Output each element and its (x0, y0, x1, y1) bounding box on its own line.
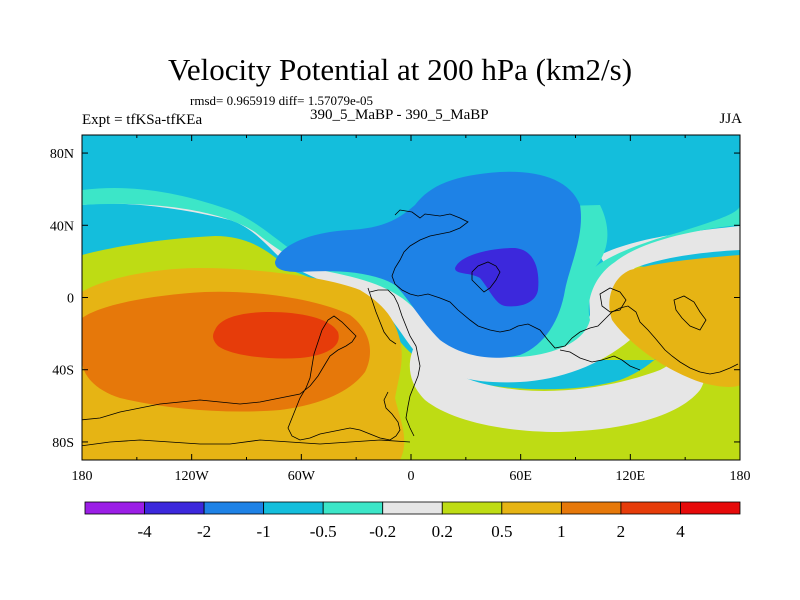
rmsd-diff-stats: rmsd= 0.965919 diff= 1.57079e-05 (190, 93, 374, 108)
x-tick-label: 180 (730, 469, 751, 484)
field-band-05-1-east (609, 255, 740, 387)
field-band-2-4 (213, 312, 339, 359)
colorbar-swatch (680, 501, 741, 515)
outline-indo (559, 349, 641, 371)
field-band-neg4-neg2 (455, 248, 539, 307)
colorbar-swatch (144, 501, 205, 515)
outline-north-africa-west (367, 287, 397, 345)
colorbar-label: 2 (617, 522, 626, 541)
season-label: JJA (719, 111, 742, 127)
experiment-label: Expt = tfKSa-tfKEa (82, 112, 203, 128)
outline-southern (82, 439, 411, 447)
colorbar-label: -4 (137, 522, 152, 541)
colorbar-label: -2 (197, 522, 211, 541)
x-tick-label: 120W (175, 469, 210, 484)
colorbar-swatch (203, 501, 265, 515)
field-band-neg02-02-east (600, 226, 740, 272)
colorbar-swatch (84, 501, 145, 515)
chart-title: Velocity Potential at 200 hPa (km2/s) (167, 52, 633, 87)
colorbar-swatch (263, 501, 324, 515)
field-band-neg02-02-south (409, 300, 707, 432)
x-tick-label: 60W (288, 469, 316, 484)
colorbar-label: -0.2 (369, 522, 396, 541)
colorbar-label: 1 (557, 522, 566, 541)
case-comparison-label: 390_5_MaBP - 390_5_MaBP (310, 107, 489, 123)
colorbar-swatch (620, 501, 681, 515)
field-band-neg2-neg1 (275, 171, 582, 358)
colorbar-swatch (382, 501, 443, 515)
contour-fill-layer (82, 135, 740, 460)
colorbar-label: 0.5 (491, 522, 512, 541)
outline-australia-isles (599, 287, 627, 313)
field-band-neg02-02 (82, 190, 654, 383)
colorbar: -4 -2 -1 -0.5 -0.2 0.2 0.5 1 2 4 (84, 501, 741, 541)
y-tick-label: 80N (50, 147, 74, 162)
colorbar-label: -0.5 (310, 522, 337, 541)
colorbar-label: -1 (257, 522, 271, 541)
colorbar-swatch (560, 501, 622, 515)
colorbar-label: 4 (676, 522, 685, 541)
x-tick-label: 0 (408, 469, 415, 484)
continent-outlines (82, 209, 739, 447)
y-axis: 80N 40N 0 40S 80S (50, 147, 740, 451)
colorbar-swatch (501, 501, 562, 515)
y-tick-label: 0 (67, 292, 74, 307)
outline-africa (369, 289, 421, 437)
colorbar-label: 0.2 (432, 522, 453, 541)
y-tick-label: 80S (52, 436, 74, 451)
x-tick-label: 180 (72, 469, 93, 484)
colorbar-swatch (441, 501, 503, 515)
outline-americas (82, 315, 401, 441)
y-tick-label: 40N (50, 219, 74, 234)
x-tick-label: 60E (509, 469, 532, 484)
colorbar-swatch (322, 501, 384, 515)
x-tick-label: 120E (616, 469, 646, 484)
x-axis: 180 120W 60W 0 60E 120E 180 (72, 135, 751, 484)
outline-eurasia (391, 209, 739, 375)
outline-pacific-isles (673, 295, 707, 331)
y-tick-label: 40S (52, 364, 74, 379)
outline-mideast (471, 261, 501, 293)
